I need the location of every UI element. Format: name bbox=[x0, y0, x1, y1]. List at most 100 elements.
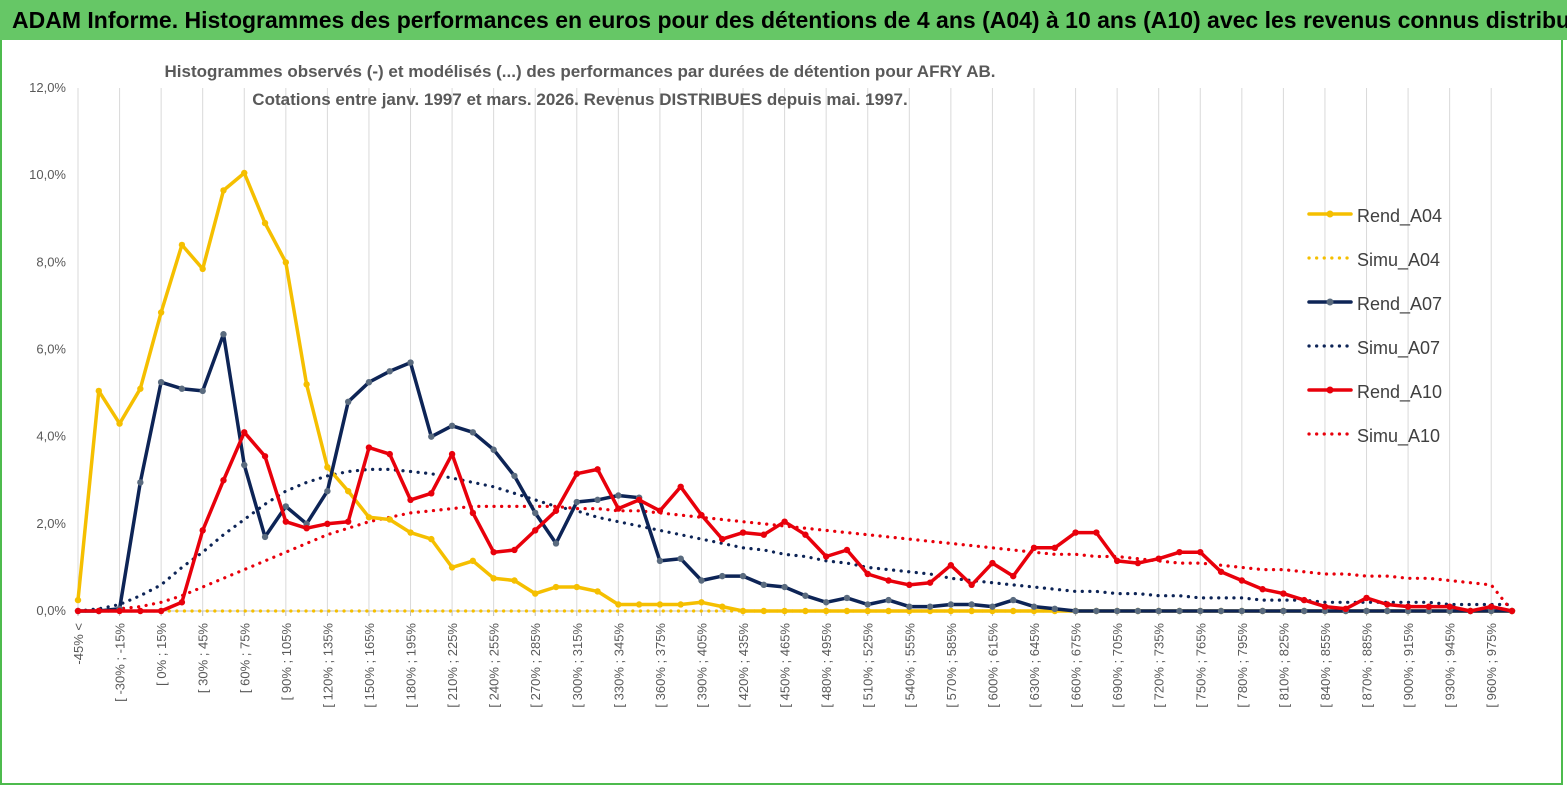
legend-swatch bbox=[1307, 344, 1353, 348]
x-tick-label: [ 60% ; 75% bbox=[237, 623, 252, 694]
data-point bbox=[1155, 555, 1162, 562]
data-point bbox=[199, 265, 206, 273]
data-point bbox=[344, 518, 352, 525]
data-point bbox=[137, 607, 144, 615]
x-tick-label: [ 870% ; 885% bbox=[1360, 623, 1375, 708]
data-point bbox=[760, 581, 768, 589]
data-point bbox=[594, 466, 601, 473]
chart-subtitle: Cotations entre janv. 1997 et mars. 2026… bbox=[252, 90, 908, 109]
data-point bbox=[490, 446, 497, 453]
data-point bbox=[1384, 607, 1391, 615]
data-point bbox=[968, 601, 975, 608]
data-point bbox=[199, 387, 206, 395]
legend-item: Rend_A04 bbox=[1305, 200, 1505, 244]
data-point bbox=[1134, 607, 1142, 615]
x-tick-label: [ 330% ; 345% bbox=[611, 623, 626, 708]
legend-item: Rend_A07 bbox=[1305, 288, 1505, 332]
y-tick-label: 2,0% bbox=[36, 516, 66, 531]
data-point bbox=[926, 603, 934, 610]
data-point bbox=[511, 546, 518, 554]
data-point bbox=[760, 607, 768, 615]
data-point bbox=[116, 420, 123, 427]
data-point bbox=[324, 487, 331, 495]
data-point bbox=[511, 577, 518, 584]
data-point bbox=[282, 259, 290, 266]
x-tick-label: -45% < bbox=[71, 623, 86, 665]
data-point bbox=[1321, 603, 1329, 610]
data-point bbox=[428, 490, 435, 497]
legend-label: Simu_A10 bbox=[1357, 426, 1441, 446]
chart-legend: Rend_A04 Simu_A04 Rend_A07 Simu_A07 Rend_A10… bbox=[1305, 200, 1505, 464]
legend-label: Rend_A07 bbox=[1357, 294, 1443, 314]
data-point bbox=[885, 596, 892, 604]
data-point bbox=[677, 483, 684, 490]
legend-swatch bbox=[1307, 386, 1353, 394]
data-point bbox=[719, 572, 726, 580]
data-point bbox=[947, 562, 955, 569]
data-point bbox=[261, 533, 269, 541]
data-point bbox=[739, 529, 747, 536]
data-point bbox=[1425, 603, 1433, 610]
x-tick-label: [ 570% ; 585% bbox=[944, 623, 959, 708]
data-point bbox=[864, 601, 871, 608]
data-point bbox=[1030, 603, 1038, 610]
data-point bbox=[1176, 548, 1183, 556]
data-point bbox=[698, 599, 705, 606]
data-point bbox=[157, 309, 165, 316]
data-point bbox=[635, 496, 643, 504]
x-tick-label: [ 450% ; 465% bbox=[778, 623, 793, 708]
data-point bbox=[906, 603, 913, 610]
data-point bbox=[968, 581, 975, 589]
data-point bbox=[532, 509, 539, 517]
x-tick-label: [ 240% ; 255% bbox=[487, 623, 502, 708]
data-point bbox=[1280, 607, 1287, 615]
x-tick-label: [ 360% ; 375% bbox=[653, 623, 668, 708]
data-point bbox=[1217, 607, 1225, 615]
data-point bbox=[261, 453, 269, 460]
data-point bbox=[1051, 544, 1058, 552]
data-point bbox=[220, 331, 227, 338]
series-line-rend_a04 bbox=[76, 171, 1514, 613]
data-point bbox=[677, 555, 684, 562]
data-point bbox=[241, 429, 248, 436]
data-point bbox=[448, 450, 456, 458]
y-tick-label: 0,0% bbox=[36, 603, 66, 618]
data-point bbox=[1197, 607, 1204, 615]
data-point bbox=[1051, 605, 1058, 613]
data-point bbox=[615, 601, 622, 608]
data-point bbox=[1259, 607, 1266, 615]
data-point bbox=[365, 514, 373, 521]
data-point bbox=[1446, 603, 1453, 610]
data-point bbox=[490, 575, 497, 582]
data-point bbox=[1259, 586, 1266, 593]
data-point bbox=[1404, 603, 1412, 610]
data-point bbox=[407, 359, 414, 366]
data-point bbox=[906, 581, 913, 589]
data-point bbox=[95, 607, 102, 615]
y-tick-label: 6,0% bbox=[36, 342, 66, 357]
x-tick-label: [ 420% ; 435% bbox=[736, 623, 751, 708]
data-point bbox=[1197, 548, 1204, 556]
x-tick-label: [ -30% ; -15% bbox=[113, 623, 128, 702]
data-point bbox=[781, 518, 788, 525]
data-point bbox=[1030, 544, 1038, 552]
x-tick-label: [ 540% ; 555% bbox=[902, 623, 917, 708]
data-point bbox=[365, 378, 373, 386]
data-point bbox=[552, 507, 560, 514]
x-tick-label: [ 180% ; 195% bbox=[404, 623, 419, 708]
data-point bbox=[1508, 607, 1516, 615]
data-point bbox=[1113, 557, 1121, 565]
data-point bbox=[386, 450, 393, 458]
data-point bbox=[74, 607, 82, 615]
legend-item: Simu_A10 bbox=[1305, 420, 1505, 464]
data-point bbox=[926, 579, 934, 586]
data-point bbox=[532, 590, 539, 597]
data-point bbox=[802, 607, 809, 615]
data-point bbox=[1300, 596, 1308, 604]
x-tick-label: [ 750% ; 765% bbox=[1193, 623, 1208, 708]
data-point bbox=[1363, 594, 1370, 602]
data-point bbox=[1176, 607, 1183, 615]
data-point bbox=[843, 546, 851, 554]
data-point bbox=[448, 422, 456, 429]
x-tick-label: [ 780% ; 795% bbox=[1235, 623, 1250, 708]
